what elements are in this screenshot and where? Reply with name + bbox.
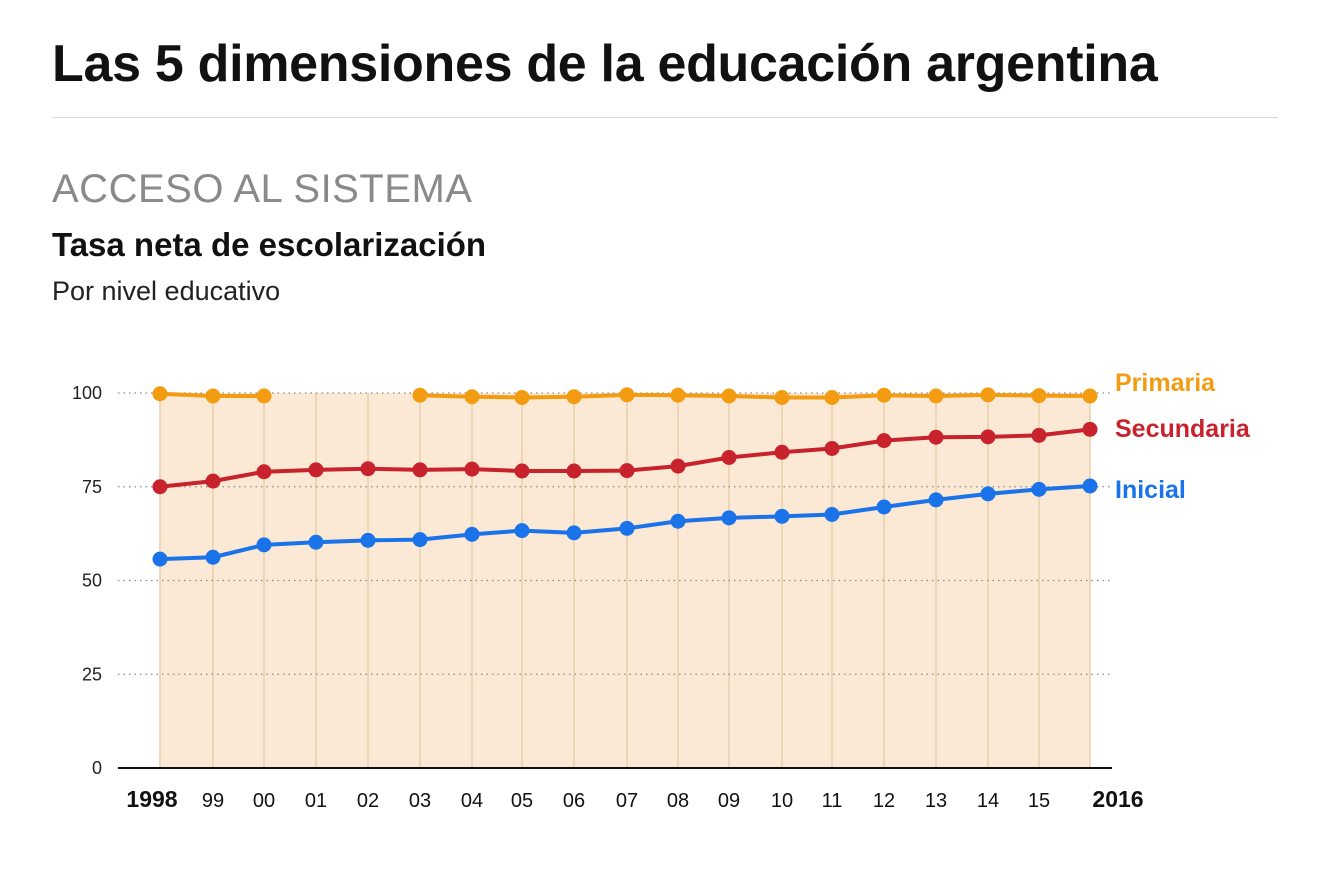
x-tick-label: 02 [357,790,379,812]
data-point-secundaria [464,461,480,477]
data-point-inicial [464,526,480,542]
x-tick-label: 01 [305,790,327,812]
y-tick-label: 0 [92,758,102,778]
data-point-secundaria [721,450,737,465]
data-point-secundaria [360,461,376,477]
data-point-inicial [774,508,790,524]
data-point-primaria [824,390,840,405]
data-point-inicial [360,532,376,548]
data-point-primaria [205,388,221,404]
data-point-secundaria [566,463,582,479]
data-point-inicial [1031,481,1047,497]
data-point-primaria [256,388,272,404]
data-point-inicial [721,510,737,526]
data-point-secundaria [205,473,221,489]
data-point-secundaria [412,462,428,478]
data-point-inicial [876,499,892,515]
data-point-primaria [619,387,635,403]
data-point-inicial [308,534,324,550]
y-tick-label: 75 [82,477,102,497]
section-label: ACCESO AL SISTEMA [52,167,473,211]
series-label-inicial: Inicial [1115,476,1186,504]
data-point-primaria [876,387,892,403]
data-point-inicial [1082,478,1098,494]
data-point-inicial [412,532,428,548]
x-tick-label: 00 [253,790,275,812]
x-tick-label: 10 [771,790,793,812]
chart-subtitle: Por nivel educativo [52,276,281,306]
data-point-inicial [928,492,944,508]
data-point-inicial [152,551,168,567]
x-tick-label: 05 [511,790,533,812]
data-point-secundaria [514,463,530,479]
data-point-secundaria [619,463,635,479]
data-point-secundaria [774,444,790,460]
x-tick-label: 99 [202,790,224,812]
data-point-inicial [670,513,686,529]
x-tick-label: 11 [822,790,843,812]
y-tick-label: 100 [72,383,102,403]
y-tick-label: 25 [82,664,102,684]
data-point-inicial [256,537,272,553]
data-point-primaria [980,387,996,403]
series-label-secundaria: Secundaria [1115,415,1251,443]
x-tick-label: 12 [873,790,895,812]
title-divider [52,117,1278,118]
series-label-primaria: Primaria [1115,369,1216,397]
data-point-inicial [824,507,840,522]
x-tick-label: 13 [925,790,947,812]
x-tick-label: 06 [563,790,585,812]
y-tick-label: 50 [82,571,102,591]
x-tick-label: 15 [1028,790,1050,812]
data-point-secundaria [824,441,840,456]
page-title: Las 5 dimensiones de la educación argent… [52,35,1158,93]
data-point-inicial [619,520,635,536]
data-point-primaria [928,388,944,404]
data-point-secundaria [308,462,324,478]
chart-title: Tasa neta de escolarización [52,226,487,263]
data-point-primaria [670,387,686,403]
x-tick-label: 2016 [1092,786,1143,812]
data-point-inicial [566,525,582,541]
data-point-secundaria [256,464,272,480]
data-point-secundaria [152,479,168,495]
x-tick-label: 14 [977,790,999,812]
x-tick-label: 04 [461,790,483,812]
x-tick-label: 09 [718,790,740,812]
x-tick-label: 07 [616,790,638,812]
data-point-primaria [566,389,582,405]
data-point-primaria [152,386,168,402]
x-tick-label: 1998 [126,786,177,812]
data-point-inicial [980,486,996,502]
data-point-secundaria [670,458,686,474]
data-point-inicial [514,523,530,539]
data-point-secundaria [928,429,944,445]
data-point-primaria [1082,388,1098,404]
data-point-inicial [205,549,221,565]
data-point-primaria [721,388,737,404]
data-point-primaria [464,389,480,405]
data-point-primaria [412,387,428,403]
data-point-primaria [1031,388,1047,404]
x-tick-label: 03 [409,790,431,812]
data-point-secundaria [1031,427,1047,443]
data-point-primaria [774,390,790,405]
x-tick-label: 08 [667,790,689,812]
data-point-secundaria [1082,421,1098,437]
data-point-secundaria [980,429,996,445]
data-point-secundaria [876,433,892,449]
data-point-primaria [514,390,530,405]
